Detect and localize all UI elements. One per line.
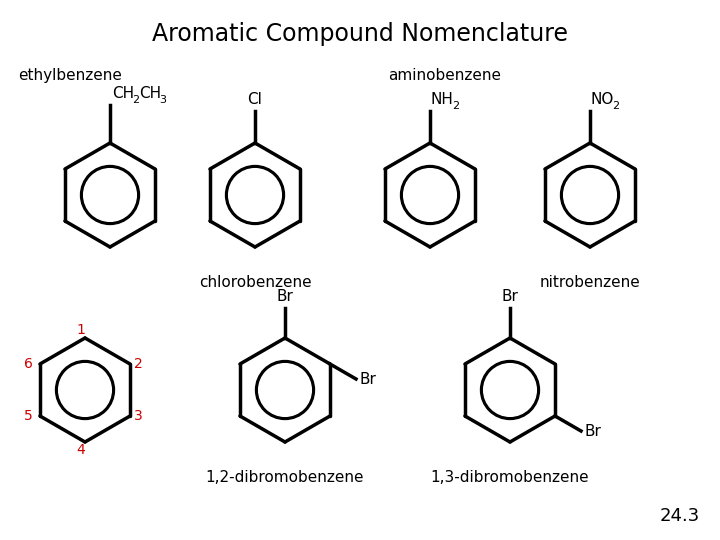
Text: Br: Br — [502, 289, 518, 304]
Text: 24.3: 24.3 — [660, 507, 700, 525]
Text: Aromatic Compound Nomenclature: Aromatic Compound Nomenclature — [152, 22, 568, 46]
Text: 2: 2 — [134, 357, 143, 371]
Text: ethylbenzene: ethylbenzene — [18, 68, 122, 83]
Text: 3: 3 — [134, 409, 143, 423]
Text: CH: CH — [139, 86, 161, 101]
Text: 5: 5 — [24, 409, 32, 423]
Text: nitrobenzene: nitrobenzene — [539, 275, 640, 290]
Text: 3: 3 — [159, 95, 166, 105]
Text: 6: 6 — [24, 357, 32, 371]
Text: aminobenzene: aminobenzene — [388, 68, 501, 83]
Text: Br: Br — [584, 423, 601, 438]
Text: 2: 2 — [612, 101, 619, 111]
Text: 2: 2 — [452, 101, 459, 111]
Text: 2: 2 — [132, 95, 139, 105]
Text: NO: NO — [590, 92, 613, 107]
Text: 4: 4 — [76, 443, 86, 457]
Text: 1,3-dibromobenzene: 1,3-dibromobenzene — [431, 470, 589, 485]
Text: Br: Br — [276, 289, 294, 304]
Text: CH: CH — [112, 86, 134, 101]
Text: chlorobenzene: chlorobenzene — [199, 275, 311, 290]
Text: 1: 1 — [76, 323, 86, 337]
Text: 1,2-dibromobenzene: 1,2-dibromobenzene — [206, 470, 364, 485]
Text: Br: Br — [359, 372, 376, 387]
Text: NH: NH — [430, 92, 453, 107]
Text: Cl: Cl — [248, 92, 262, 107]
